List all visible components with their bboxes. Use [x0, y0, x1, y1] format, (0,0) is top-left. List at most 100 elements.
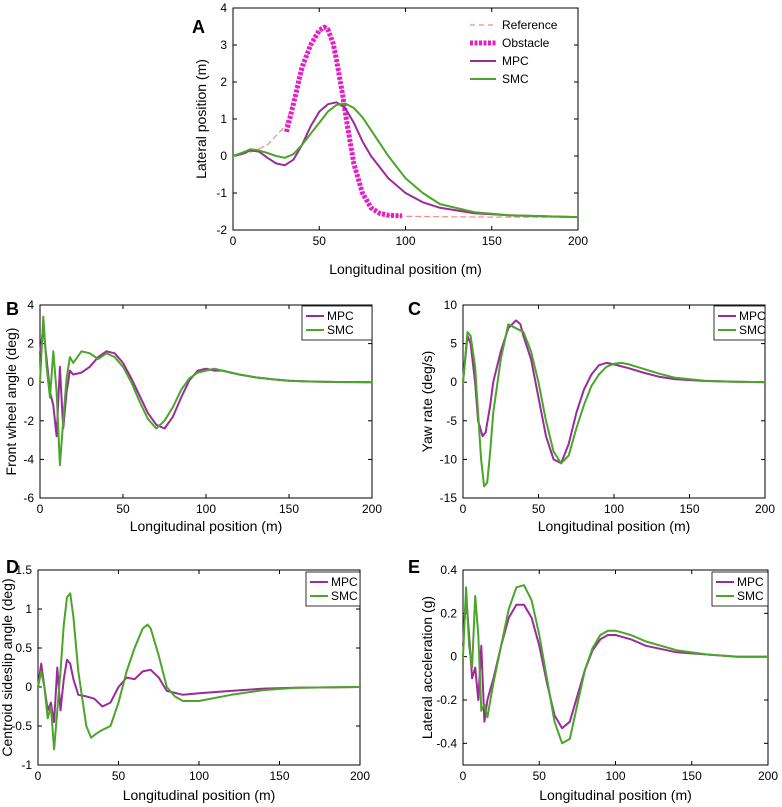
x-tick-label: 150	[679, 502, 699, 516]
y-tick-label: 0	[450, 375, 457, 389]
panel-letter: C	[408, 299, 421, 319]
y-tick-label: 5	[450, 337, 457, 351]
y-tick-label: -0.2	[436, 693, 457, 707]
panel-e-lateral-acceleration: E 0 50 100 150 200 -0.4 -0.2 0 0.2 0.4 Longitudinal…	[408, 557, 778, 803]
y-tick-label: -0.5	[11, 719, 32, 733]
y-tick-label: -10	[440, 452, 458, 466]
series-line-smc	[232, 102, 579, 219]
y-tick-label: 4	[220, 1, 227, 15]
legend-box	[305, 571, 361, 607]
x-tick-label: 50	[112, 769, 126, 783]
x-tick-label: 0	[460, 502, 467, 516]
legend-box	[713, 305, 766, 341]
y-tick-label: 1	[25, 602, 32, 616]
x-tick-label: 50	[533, 769, 547, 783]
series-line-smc	[37, 592, 361, 751]
panel-a-lateral-position: A 0 50 100 150 200 -2 -1 0 1 2 3 4 Longitudinal posit…	[192, 1, 588, 277]
series-line-smc	[462, 584, 769, 745]
y-tick-label: -1	[21, 758, 32, 772]
x-tick-label: 50	[532, 502, 546, 516]
y-tick-label: 0.5	[15, 641, 32, 655]
legend-label: MPC	[331, 575, 358, 589]
y-tick-label: 2	[27, 337, 34, 351]
series-line-smc	[462, 323, 766, 488]
x-tick-label: 200	[755, 502, 775, 516]
y-axis-label: Front wheel angle (deg)	[3, 328, 19, 476]
y-tick-label: 1	[220, 112, 227, 126]
legend-label: MPC	[737, 575, 764, 589]
x-tick-label: 0	[230, 234, 237, 248]
series-line-obstacle	[284, 24, 403, 219]
x-tick-label: 200	[350, 769, 370, 783]
legend-label: MPC	[327, 309, 354, 323]
legend-label: Reference	[502, 18, 558, 32]
y-tick-label: -5	[446, 414, 457, 428]
y-tick-label: -2	[216, 223, 227, 237]
y-tick-label: -2	[23, 414, 34, 428]
x-tick-label: 150	[482, 234, 502, 248]
x-axis-label: Longitudinal position (m)	[329, 261, 482, 277]
y-tick-label: 0.2	[440, 606, 457, 620]
y-tick-label: 1.5	[15, 563, 32, 577]
series-line-reference	[232, 27, 579, 218]
y-tick-label: -0.4	[436, 736, 457, 750]
x-axis-label: Longitudinal position (m)	[539, 787, 692, 803]
x-tick-label: 150	[269, 769, 289, 783]
y-axis-label: Yaw rate (deg/s)	[419, 351, 435, 453]
x-tick-label: 50	[116, 502, 130, 516]
y-tick-label: 0	[450, 650, 457, 664]
legend-label: MPC	[502, 54, 529, 68]
x-tick-label: 200	[758, 769, 778, 783]
legend-label: SMC	[331, 589, 358, 603]
x-axis-label: Longitudinal position (m)	[130, 518, 283, 534]
x-tick-label: 200	[568, 234, 588, 248]
x-tick-label: 100	[395, 234, 415, 248]
y-tick-label: 0	[25, 680, 32, 694]
x-tick-label: 50	[313, 234, 327, 248]
x-tick-label: 100	[604, 502, 624, 516]
y-axis-label: Lateral position (m)	[193, 59, 209, 179]
y-tick-label: 0	[220, 149, 227, 163]
y-tick-label: -1	[216, 186, 227, 200]
legend-label: SMC	[737, 589, 764, 603]
legend-box	[711, 571, 769, 607]
x-tick-label: 200	[362, 502, 382, 516]
y-tick-label: 0	[27, 375, 34, 389]
x-tick-label: 100	[605, 769, 625, 783]
y-axis-label: Lateral acceleration (g)	[419, 596, 435, 739]
x-tick-label: 0	[37, 502, 44, 516]
x-tick-label: 0	[35, 769, 42, 783]
series-line-mpc	[37, 658, 361, 724]
x-tick-label: 0	[460, 769, 467, 783]
legend-label: SMC	[327, 323, 354, 337]
y-tick-label: -15	[440, 491, 458, 505]
legend-label: Obstacle	[502, 36, 550, 50]
x-tick-label: 150	[279, 502, 299, 516]
panel-letter: A	[192, 17, 205, 37]
y-tick-label: 3	[220, 38, 227, 52]
series-line-mpc	[462, 319, 766, 465]
y-tick-label: -4	[23, 452, 34, 466]
x-axis-label: Longitudinal position (m)	[538, 518, 691, 534]
y-tick-label: 4	[27, 298, 34, 312]
x-tick-label: 100	[189, 769, 209, 783]
legend-label: SMC	[739, 323, 766, 337]
legend-label: MPC	[739, 309, 766, 323]
panel-letter: B	[6, 299, 19, 319]
x-tick-label: 150	[682, 769, 702, 783]
series-line-mpc	[232, 101, 579, 219]
panel-letter: D	[6, 557, 19, 577]
panel-d-centroid-sideslip: D 0 50 100 150 200 -1 -0.5 0 0.5 1 1.5 Longitudinal …	[0, 557, 370, 803]
panel-b-front-wheel-angle: B 0 50 100 150 200 -6 -4 -2 0 2 4 Longitudinal posit…	[3, 298, 382, 534]
x-tick-label: 100	[196, 502, 216, 516]
y-tick-label: 0.4	[440, 563, 457, 577]
y-axis-label: Centroid sideslip angle (deg)	[0, 578, 15, 756]
y-tick-label: -6	[23, 491, 34, 505]
y-tick-label: 2	[220, 75, 227, 89]
series-line-smc	[39, 315, 373, 467]
panel-letter: E	[408, 557, 420, 577]
legend-label: SMC	[502, 72, 529, 86]
x-axis-label: Longitudinal position (m)	[123, 787, 276, 803]
legend-box	[301, 305, 373, 341]
